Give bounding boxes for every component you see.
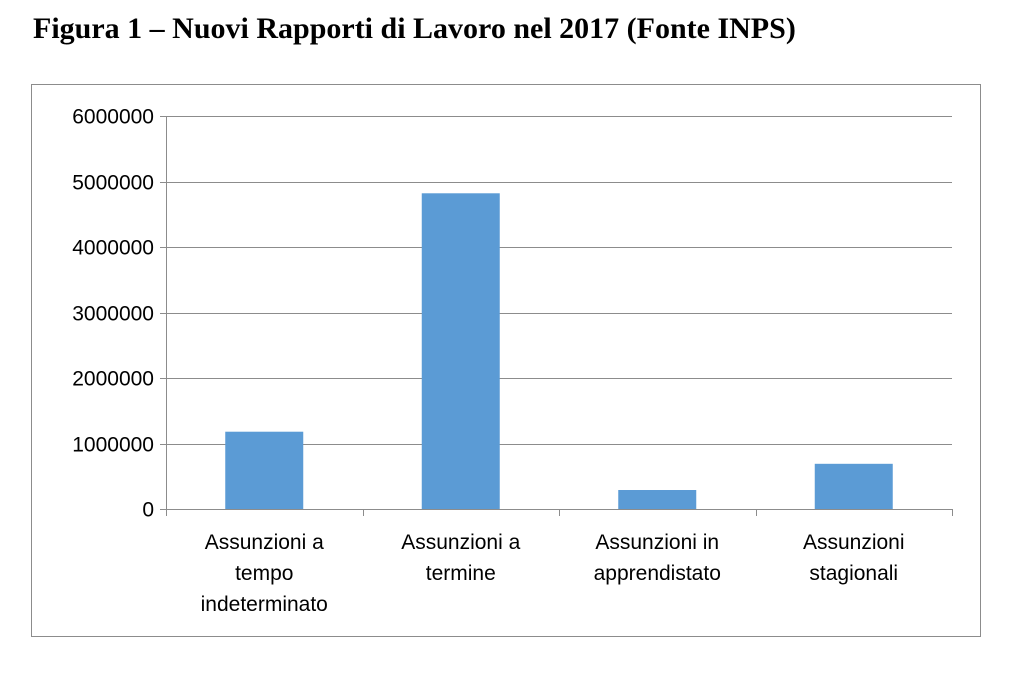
x-category-label-line: indeterminato [201,593,328,616]
x-category-label-line: Assunzioni a [205,531,324,554]
x-category-label: Assunzioni a tempo indeterminato [201,531,328,616]
x-category-label-line: Assunzioni [803,531,905,554]
x-category-label-line: tempo [235,562,293,585]
y-tick-label: 1000000 [72,434,154,457]
y-tick-label: 6000000 [72,106,154,129]
category-labels: Assunzioni a tempo indeterminatoAssunzioni… [201,531,905,616]
bar [814,463,893,509]
x-category-label-line: stagionali [809,562,898,585]
axes [160,116,953,516]
chart-frame: 0 1000000 2000000 3000000 4000000 5000000 6000… [31,84,981,637]
x-category-label-line: apprendistato [594,562,721,585]
y-tick-label: 0 [142,499,154,522]
bar [618,490,697,509]
y-tick-labels: 0 1000000 2000000 3000000 4000000 5000000 6000… [72,106,154,522]
bars [225,193,893,509]
x-category-label: Assunzioni in apprendistato [594,531,721,585]
x-category-label: Assunzioni stagionali [803,531,905,585]
bar-chart: 0 1000000 2000000 3000000 4000000 5000000 6000… [72,106,953,616]
y-tick-label: 3000000 [72,303,154,326]
y-tick-label: 5000000 [72,172,154,195]
bar [225,431,304,509]
x-category-label: Assunzioni a termine [401,531,520,585]
figure-title: Figura 1 – Nuovi Rapporti di Lavoro nel … [33,12,796,45]
x-category-label-line: Assunzioni in [595,531,719,554]
y-tick-label: 4000000 [72,237,154,260]
x-category-label-line: termine [426,562,496,585]
y-tick-label: 2000000 [72,368,154,391]
bar [421,193,500,509]
gridlines [160,116,952,445]
x-category-label-line: Assunzioni a [401,531,520,554]
